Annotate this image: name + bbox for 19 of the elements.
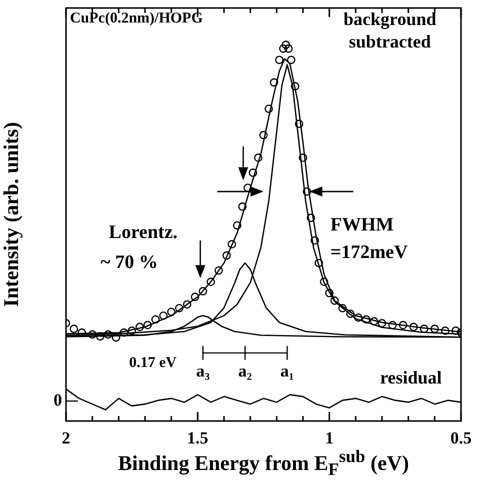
annotation: Lorentz. [108, 222, 178, 243]
annotation: a₁ [280, 361, 294, 380]
annotation: a₃ [196, 361, 210, 380]
y-axis-title: Intensity (arb. units) [0, 122, 24, 307]
x-axis-title: Binding Energy from E$_{F}$$^{sub}$ (eV) [117, 446, 410, 480]
x-tick-label: 2 [62, 428, 70, 448]
annotation: 0.17 eV [129, 354, 177, 371]
annotation: residual [380, 368, 442, 388]
annotation: a₂ [238, 361, 252, 380]
text: CuPc(0.2nm)/HOPG [70, 10, 204, 26]
annotation: FWHM [330, 214, 394, 236]
text: background [344, 9, 436, 30]
annotation: =172meV [330, 242, 408, 263]
annotation: subtracted [348, 32, 431, 52]
x-tick-label: 0.5 [450, 428, 472, 448]
ref-line-label: 0 [54, 390, 62, 410]
x-tick-label: 1.5 [187, 428, 208, 448]
x-tick-label: 1 [325, 428, 334, 448]
annotation: ~ 70 % [100, 252, 158, 273]
